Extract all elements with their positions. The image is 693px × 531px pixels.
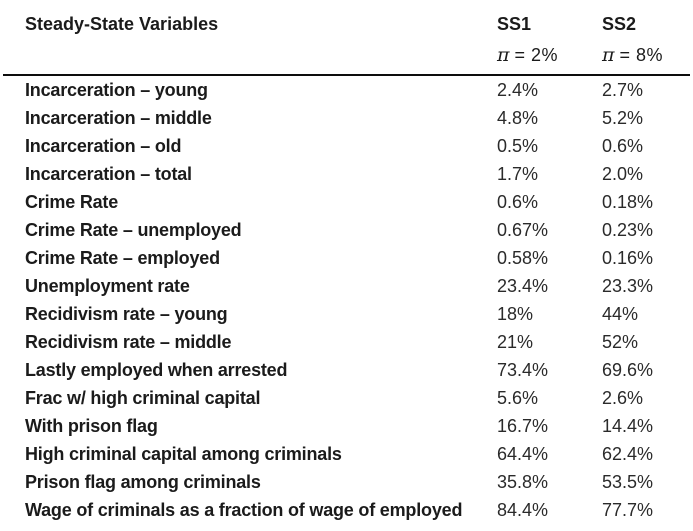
- ss2-value: 2.7%: [602, 79, 644, 100]
- row-label: Prison flag among criminals: [25, 471, 261, 492]
- table-row: Incarceration – middle 4.8% 5.2%: [3, 104, 690, 132]
- row-label: High criminal capital among criminals: [25, 443, 342, 464]
- pi-symbol: π: [602, 44, 615, 66]
- ss1-value: 35.8%: [497, 471, 549, 492]
- header-sub-empty: [3, 40, 497, 76]
- ss2-value: 62.4%: [602, 443, 654, 464]
- ss1-value: 5.6%: [497, 387, 539, 408]
- pi-symbol: π: [497, 44, 510, 66]
- ss1-value: 23.4%: [497, 275, 549, 296]
- table-row: Recidivism rate – middle 21% 52%: [3, 328, 690, 356]
- row-label: Wage of criminals as a fraction of wage …: [25, 499, 463, 520]
- ss2-value: 44%: [602, 303, 639, 324]
- column-subheader-ss1: π = 2%: [497, 40, 602, 76]
- ss2-value: 0.16%: [602, 247, 654, 268]
- ss1-value: 64.4%: [497, 443, 549, 464]
- ss2-value: 0.6%: [602, 135, 644, 156]
- table-row: Unemployment rate 23.4% 23.3%: [3, 272, 690, 300]
- ss2-value: 2.6%: [602, 387, 644, 408]
- steady-state-variables-table: Steady-State Variables SS1 SS2 π = 2% π = …: [3, 4, 690, 524]
- ss1-value: 0.58%: [497, 247, 549, 268]
- table-row: Wage of criminals as a fraction of wage …: [3, 496, 690, 524]
- ss2-value: 53.5%: [602, 471, 654, 492]
- row-label: Recidivism rate – middle: [25, 331, 232, 352]
- row-label: Incarceration – middle: [25, 107, 212, 128]
- header-row-sub: π = 2% π = 8%: [3, 40, 690, 76]
- table-row: Frac w/ high criminal capital 5.6% 2.6%: [3, 384, 690, 412]
- table-row: Crime Rate – employed 0.58% 0.16%: [3, 244, 690, 272]
- table-row: Incarceration – total 1.7% 2.0%: [3, 160, 690, 188]
- ss2-value: 5.2%: [602, 107, 644, 128]
- row-label: Lastly employed when arrested: [25, 359, 288, 380]
- ss1-value: 18%: [497, 303, 534, 324]
- table-row: High criminal capital among criminals 64…: [3, 440, 690, 468]
- pi-condition-ss1: = 2%: [514, 45, 559, 65]
- header-row-main: Steady-State Variables SS1 SS2: [3, 4, 690, 40]
- column-subheader-ss2: π = 8%: [602, 40, 690, 76]
- row-label: Crime Rate – employed: [25, 247, 220, 268]
- ss2-value: 52%: [602, 331, 639, 352]
- ss1-value: 2.4%: [497, 79, 539, 100]
- table-row: Incarceration – old 0.5% 0.6%: [3, 132, 690, 160]
- row-label: Incarceration – old: [25, 135, 182, 156]
- table-row: Recidivism rate – young 18% 44%: [3, 300, 690, 328]
- row-label: Incarceration – total: [25, 163, 192, 184]
- ss2-value: 69.6%: [602, 359, 654, 380]
- ss2-value: 23.3%: [602, 275, 654, 296]
- row-label: Recidivism rate – young: [25, 303, 228, 324]
- row-label: Crime Rate – unemployed: [25, 219, 242, 240]
- ss2-value: 77.7%: [602, 499, 654, 520]
- row-label: Frac w/ high criminal capital: [25, 387, 261, 408]
- ss1-value: 1.7%: [497, 163, 539, 184]
- row-label: Incarceration – young: [25, 79, 208, 100]
- table-row: Lastly employed when arrested 73.4% 69.6…: [3, 356, 690, 384]
- ss1-value: 21%: [497, 331, 534, 352]
- ss1-value: 0.5%: [497, 135, 539, 156]
- ss2-value: 0.18%: [602, 191, 654, 212]
- row-label: Unemployment rate: [25, 275, 190, 296]
- table-row: Crime Rate – unemployed 0.67% 0.23%: [3, 216, 690, 244]
- ss2-value: 14.4%: [602, 415, 654, 436]
- ss1-value: 73.4%: [497, 359, 549, 380]
- table-row: Prison flag among criminals 35.8% 53.5%: [3, 468, 690, 496]
- table-header: Steady-State Variables SS1 SS2 π = 2% π = …: [3, 4, 690, 76]
- row-label: Crime Rate: [25, 191, 119, 212]
- table-row: Incarceration – young 2.4% 2.7%: [3, 75, 690, 104]
- column-header-ss1: SS1: [497, 13, 532, 34]
- table-body: Incarceration – young 2.4% 2.7% Incarcer…: [3, 75, 690, 524]
- ss1-value: 0.67%: [497, 219, 549, 240]
- ss1-value: 16.7%: [497, 415, 549, 436]
- column-header-ss2: SS2: [602, 13, 637, 34]
- table-row: With prison flag 16.7% 14.4%: [3, 412, 690, 440]
- ss1-value: 4.8%: [497, 107, 539, 128]
- table-title: Steady-State Variables: [25, 13, 219, 34]
- table-row: Crime Rate 0.6% 0.18%: [3, 188, 690, 216]
- ss1-value: 84.4%: [497, 499, 549, 520]
- row-label: With prison flag: [25, 415, 158, 436]
- ss2-value: 0.23%: [602, 219, 654, 240]
- pi-condition-ss2: = 8%: [619, 45, 664, 65]
- ss1-value: 0.6%: [497, 191, 539, 212]
- ss2-value: 2.0%: [602, 163, 644, 184]
